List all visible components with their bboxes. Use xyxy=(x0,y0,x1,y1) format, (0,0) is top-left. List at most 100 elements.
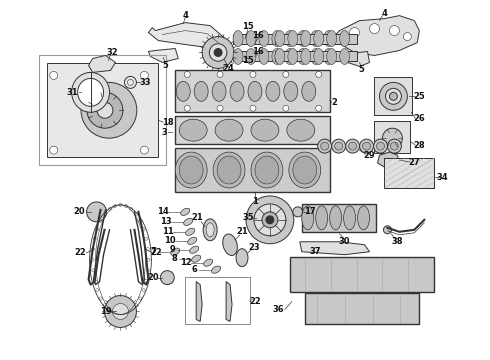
Circle shape xyxy=(283,71,289,77)
Ellipse shape xyxy=(272,49,282,64)
Polygon shape xyxy=(226,282,232,321)
Circle shape xyxy=(50,146,58,154)
Polygon shape xyxy=(344,51,369,67)
Text: 21: 21 xyxy=(236,227,248,236)
Text: 29: 29 xyxy=(364,150,375,159)
Text: 7: 7 xyxy=(150,247,156,256)
Ellipse shape xyxy=(171,248,180,255)
Text: 27: 27 xyxy=(409,158,420,167)
Text: 34: 34 xyxy=(437,172,448,181)
Text: 15: 15 xyxy=(242,22,254,31)
Ellipse shape xyxy=(289,152,321,188)
Text: 18: 18 xyxy=(163,118,174,127)
Text: 23: 23 xyxy=(248,243,260,252)
Ellipse shape xyxy=(72,72,110,112)
Ellipse shape xyxy=(194,81,208,101)
Circle shape xyxy=(145,237,148,240)
Ellipse shape xyxy=(186,228,195,235)
Circle shape xyxy=(384,226,392,234)
Circle shape xyxy=(141,146,148,154)
Bar xyxy=(374,121,410,153)
Polygon shape xyxy=(335,15,419,55)
Circle shape xyxy=(293,207,303,217)
Ellipse shape xyxy=(255,156,279,184)
Circle shape xyxy=(379,82,407,110)
Circle shape xyxy=(391,142,398,150)
Ellipse shape xyxy=(288,31,298,46)
Circle shape xyxy=(386,88,401,104)
Bar xyxy=(175,148,330,192)
Ellipse shape xyxy=(259,49,269,64)
Circle shape xyxy=(124,204,127,207)
Text: 20: 20 xyxy=(147,273,159,282)
Ellipse shape xyxy=(275,49,285,64)
Bar xyxy=(385,158,434,188)
Ellipse shape xyxy=(215,119,243,141)
Ellipse shape xyxy=(188,237,197,244)
Circle shape xyxy=(348,142,357,150)
Ellipse shape xyxy=(340,31,349,46)
Ellipse shape xyxy=(184,218,193,225)
Ellipse shape xyxy=(302,206,314,230)
Ellipse shape xyxy=(179,119,207,141)
Circle shape xyxy=(141,71,148,80)
Bar xyxy=(47,63,158,157)
Circle shape xyxy=(108,309,111,312)
Text: 33: 33 xyxy=(140,78,151,87)
Polygon shape xyxy=(148,49,178,62)
Ellipse shape xyxy=(248,81,262,101)
Circle shape xyxy=(96,289,99,292)
Circle shape xyxy=(335,142,343,150)
Circle shape xyxy=(214,49,222,57)
Circle shape xyxy=(209,44,227,61)
Ellipse shape xyxy=(233,49,243,64)
Bar xyxy=(185,276,250,324)
Circle shape xyxy=(373,139,388,153)
Circle shape xyxy=(363,142,370,150)
Text: 38: 38 xyxy=(392,237,403,246)
Circle shape xyxy=(403,32,412,41)
Text: 30: 30 xyxy=(339,237,350,246)
Text: 36: 36 xyxy=(272,305,284,314)
Ellipse shape xyxy=(340,49,349,64)
Ellipse shape xyxy=(301,31,311,46)
Text: 4: 4 xyxy=(182,11,188,20)
Text: 16: 16 xyxy=(252,47,264,56)
Ellipse shape xyxy=(298,31,308,46)
Circle shape xyxy=(383,128,402,148)
Circle shape xyxy=(332,139,345,153)
Circle shape xyxy=(103,213,106,216)
Ellipse shape xyxy=(285,49,295,64)
Circle shape xyxy=(283,105,289,111)
Text: 17: 17 xyxy=(304,207,316,216)
Text: 11: 11 xyxy=(162,227,174,236)
Circle shape xyxy=(108,208,111,211)
Text: 20: 20 xyxy=(74,207,85,216)
Bar xyxy=(233,51,338,62)
Circle shape xyxy=(93,279,96,282)
Circle shape xyxy=(96,228,99,231)
Ellipse shape xyxy=(251,152,283,188)
Circle shape xyxy=(87,92,123,128)
Circle shape xyxy=(160,271,174,285)
Circle shape xyxy=(92,269,95,272)
Circle shape xyxy=(147,248,149,251)
Ellipse shape xyxy=(259,31,269,46)
Circle shape xyxy=(246,196,294,244)
Text: 25: 25 xyxy=(414,92,425,101)
Circle shape xyxy=(103,304,106,307)
Ellipse shape xyxy=(206,223,214,237)
Circle shape xyxy=(142,228,145,231)
Polygon shape xyxy=(300,242,369,255)
Ellipse shape xyxy=(181,208,190,216)
Circle shape xyxy=(50,71,58,80)
Circle shape xyxy=(87,202,106,222)
Ellipse shape xyxy=(327,31,337,46)
Text: 31: 31 xyxy=(67,88,78,97)
Circle shape xyxy=(130,309,133,312)
Circle shape xyxy=(250,71,256,77)
Text: 22: 22 xyxy=(249,297,261,306)
Text: 32: 32 xyxy=(107,48,118,57)
Text: 9: 9 xyxy=(170,245,175,254)
Text: 5: 5 xyxy=(162,61,168,70)
